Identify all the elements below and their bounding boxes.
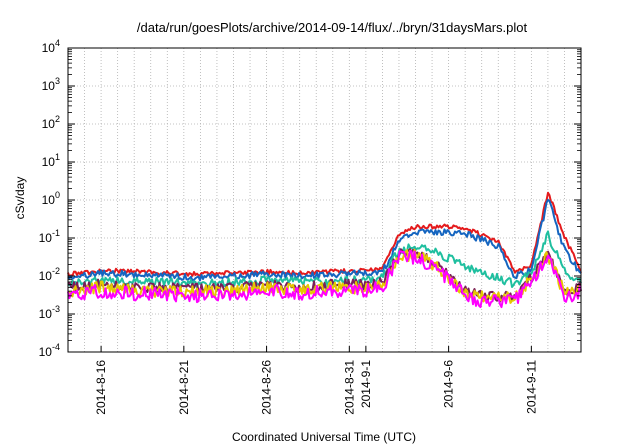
plot-frame [67,47,582,353]
y-axis-label: cSv/day [13,177,27,220]
grid [67,48,582,352]
y-tick-label: 102 [42,114,60,131]
y-tick-label: 10-4 [39,342,60,359]
series-line [67,198,582,282]
y-tick-exponent: 0 [55,190,60,200]
y-tick-exponent: -2 [52,266,60,276]
series-line [67,250,582,309]
y-tick-label: 10-2 [39,266,60,283]
x-tick-label: 2014-8-21 [177,360,191,415]
y-tick-label: 100 [42,190,60,207]
x-tick-label: 2014-9-6 [442,360,456,408]
y-tick-exponent: 1 [55,152,60,162]
x-axis-label: Coordinated Universal Time (UTC) [232,430,416,444]
y-tick-exponent: 3 [55,76,60,86]
y-tick-label: 103 [42,76,60,93]
y-tick-label: 10-3 [39,304,60,321]
ticks: 10-410-310-210-11001011021031042014-8-16… [39,38,581,415]
y-tick-exponent: -4 [52,342,60,352]
series-line [67,248,582,303]
series-layer [67,191,582,309]
x-tick-label: 2014-8-16 [94,360,108,415]
x-tick-label: 2014-8-26 [260,360,274,415]
x-tick-label: 2014-9-11 [524,360,538,414]
chart-title: /data/run/goesPlots/archive/2014-09-14/f… [137,20,528,35]
y-tick-exponent: 2 [55,114,60,124]
x-tick-label: 2014-8-31 [342,360,356,415]
x-tick-label: 2014-9-1 [359,360,373,408]
y-tick-label: 101 [42,152,60,169]
y-tick-exponent: -3 [52,304,60,314]
y-tick-exponent: 4 [55,38,60,48]
series-line [67,191,582,278]
y-tick-exponent: -1 [52,228,60,238]
y-tick-label: 10-1 [39,228,60,245]
y-tick-label: 104 [42,38,60,55]
